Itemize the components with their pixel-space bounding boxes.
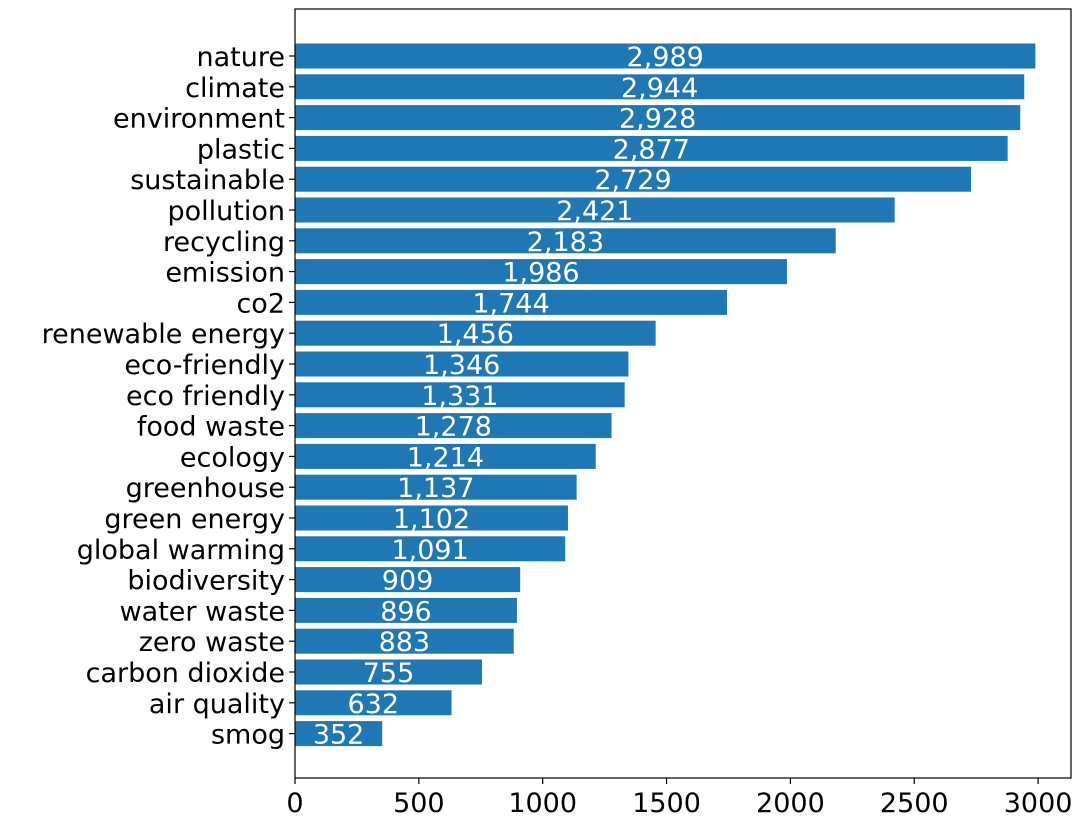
y-tick-label: environment (113, 104, 285, 135)
bar-value-label: 1,137 (397, 473, 474, 504)
bars-group (295, 43, 1036, 747)
y-tick-label: smog (211, 720, 285, 751)
x-tick-label: 1000 (508, 788, 577, 819)
y-tick-label: green energy (104, 504, 285, 535)
bar-renewable-energy (295, 320, 656, 346)
bar-plastic (295, 135, 1008, 161)
bar-value-label: 1,102 (393, 504, 470, 535)
bar-value-label: 2,928 (619, 104, 696, 135)
y-tick-label: nature (197, 42, 285, 73)
y-tick-label: ecology (180, 442, 285, 473)
bar-global-warming (295, 536, 566, 562)
y-tick-label: carbon dioxide (86, 658, 285, 689)
y-tick-label: zero waste (139, 627, 285, 658)
x-tick-label: 2000 (756, 788, 825, 819)
x-tick-label: 500 (393, 788, 445, 819)
y-axis: natureclimateenvironmentplasticsustainab… (42, 42, 295, 751)
bar-value-label: 1,214 (407, 442, 484, 473)
y-tick-label: water waste (120, 596, 285, 627)
bar-biodiversity (295, 567, 521, 593)
bar-green-energy (295, 505, 568, 531)
y-tick-label: air quality (149, 689, 285, 720)
x-tick-label: 1500 (632, 788, 701, 819)
bar-recycling (295, 228, 836, 254)
y-tick-label: emission (165, 258, 285, 289)
bar-value-label: 2,944 (621, 73, 698, 104)
bar-food-waste (295, 413, 612, 439)
bar-greenhouse (295, 474, 577, 500)
bar-eco-friendly (295, 382, 625, 408)
bar-value-label: 352 (313, 720, 365, 751)
bar-value-label: 2,877 (613, 134, 690, 165)
bar-ecology (295, 443, 596, 469)
x-tick-label: 2500 (880, 788, 949, 819)
y-tick-label: greenhouse (126, 473, 285, 504)
bar-value-label: 1,986 (502, 258, 579, 289)
bar-value-label: 2,183 (527, 227, 604, 258)
bar-value-label: 896 (380, 596, 432, 627)
bar-carbon-dioxide (295, 659, 483, 685)
bar-eco-friendly (295, 351, 629, 377)
bar-value-label: 1,456 (437, 319, 514, 350)
bar-value-label: 883 (379, 627, 431, 658)
bar-value-labels-group: 2,9892,9442,9282,8772,7292,4212,1831,986… (313, 42, 704, 751)
x-tick-label: 0 (286, 788, 303, 819)
bar-smog (295, 721, 383, 747)
y-tick-label: biodiversity (127, 566, 285, 597)
y-tick-label: plastic (197, 134, 285, 165)
bar-value-label: 2,989 (627, 42, 704, 73)
y-tick-label: climate (185, 73, 285, 104)
y-tick-label: food waste (137, 412, 285, 443)
bar-value-label: 1,278 (415, 412, 492, 443)
plot-frame (294, 8, 1072, 779)
y-tick-label: sustainable (130, 165, 285, 196)
x-axis: 0 500 1000 1500 2000 2500 3000 (286, 778, 1072, 819)
bar-water-waste (295, 597, 517, 623)
bar-value-label: 1,331 (421, 381, 498, 412)
bar-co2 (295, 289, 727, 315)
bar-value-label: 1,091 (391, 535, 468, 566)
bar-value-label: 909 (382, 566, 434, 597)
y-tick-label: pollution (168, 196, 286, 227)
y-tick-label: global warming (77, 535, 285, 566)
x-tick-label: 3000 (1004, 788, 1073, 819)
bar-value-label: 1,346 (423, 350, 500, 381)
y-tick-label: co2 (236, 288, 285, 319)
bar-emission (295, 259, 787, 285)
bar-environment (295, 105, 1021, 131)
y-tick-label: eco-friendly (124, 350, 285, 381)
bar-value-label: 755 (363, 658, 415, 689)
bar-air-quality (295, 690, 452, 716)
bar-nature (295, 43, 1036, 69)
y-tick-label: renewable energy (42, 319, 285, 350)
bar-value-label: 2,729 (594, 165, 671, 196)
bar-climate (295, 74, 1025, 100)
bar-value-label: 2,421 (556, 196, 633, 227)
bar-value-label: 1,744 (472, 288, 549, 319)
y-tick-label: recycling (163, 227, 285, 258)
bar-pollution (295, 197, 895, 223)
bar-value-label: 632 (347, 689, 399, 720)
bar-sustainable (295, 166, 971, 192)
y-tick-label: eco friendly (126, 381, 285, 412)
bar-zero-waste (295, 628, 514, 654)
